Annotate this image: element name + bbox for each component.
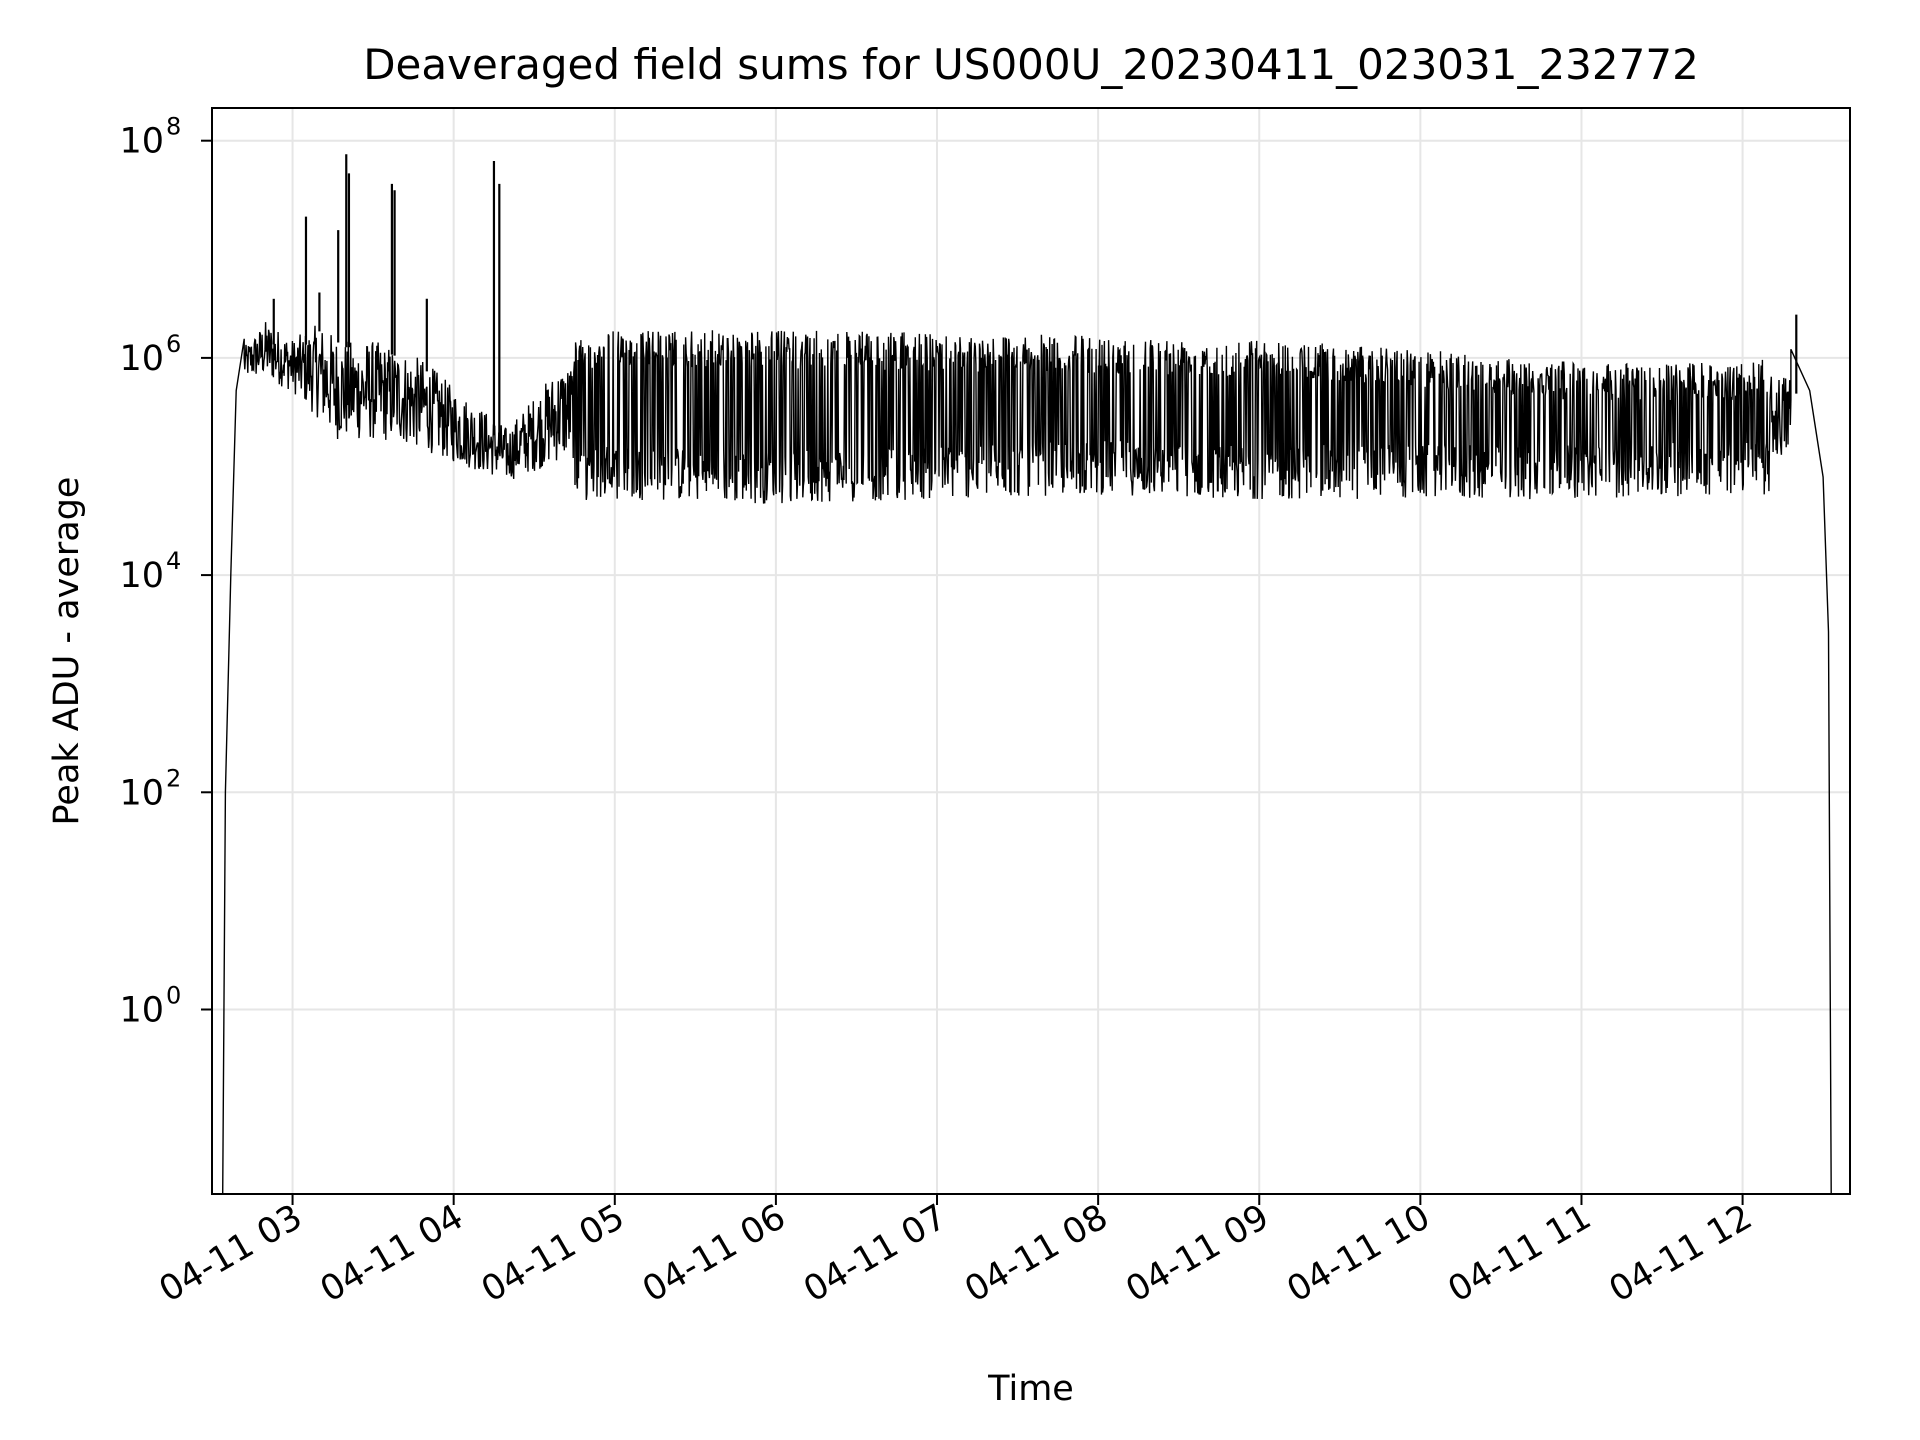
y-tick-label: 10: [119, 990, 164, 1030]
y-tick-exponent: 4: [166, 547, 181, 575]
chart-title: Deaveraged field sums for US000U_2023041…: [363, 40, 1699, 89]
plot-area: [222, 154, 1832, 1194]
y-tick-base: 10: [119, 556, 164, 596]
x-axis-label: Time: [987, 1369, 1074, 1409]
y-tick-base: 10: [119, 122, 164, 162]
y-tick-exponent: 8: [166, 113, 181, 141]
y-axis-label: Peak ADU - average: [47, 477, 87, 826]
spike-group: [272, 154, 1798, 441]
y-tick-label: 10: [119, 339, 164, 379]
y-tick-exponent: 0: [166, 981, 181, 1009]
y-tick-label: 10: [119, 556, 164, 596]
y-tick-label: 10: [119, 773, 164, 813]
plot-frame: [211, 107, 1851, 1195]
series-line: [222, 322, 1832, 1194]
y-tick-label: 10: [119, 122, 164, 162]
y-tick-exponent: 6: [166, 330, 181, 358]
y-tick-base: 10: [119, 339, 164, 379]
y-tick-base: 10: [119, 990, 164, 1030]
y-tick-base: 10: [119, 773, 164, 813]
y-tick-exponent: 2: [166, 764, 181, 792]
